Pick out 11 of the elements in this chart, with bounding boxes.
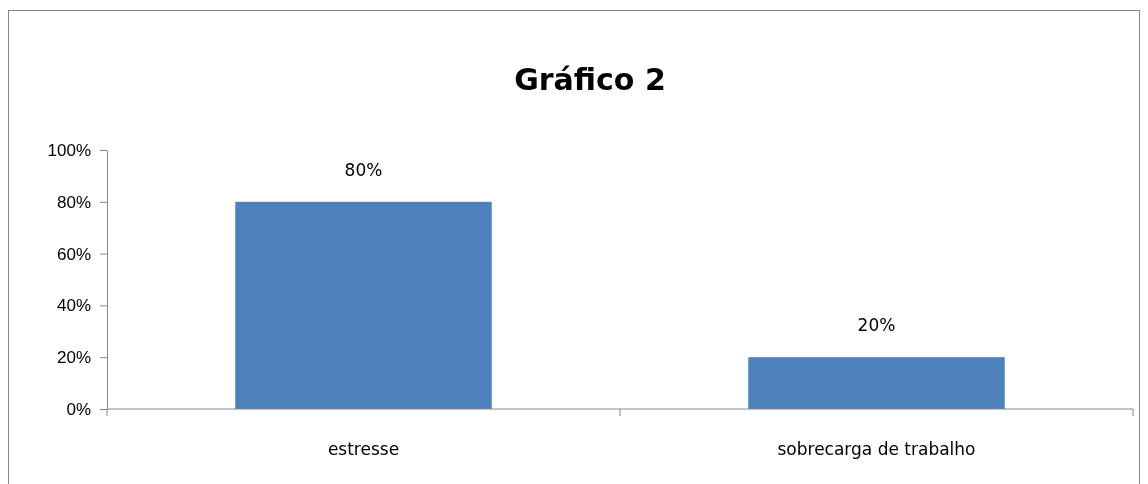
y-tick-label: 100% <box>47 140 91 160</box>
y-tick-label: 80% <box>56 192 91 212</box>
data-label: 80% <box>344 159 383 180</box>
y-tick-label: 20% <box>56 348 91 368</box>
y-tick-label: 0% <box>66 399 91 419</box>
y-tick-label: 40% <box>56 296 91 316</box>
y-tick-label: 60% <box>56 244 91 264</box>
data-label: 20% <box>857 315 896 336</box>
chart-title: Gráfico 2 <box>514 62 666 97</box>
x-tick-label: sobrecarga de trabalho <box>777 439 976 459</box>
x-tick-label: estresse <box>327 439 400 459</box>
